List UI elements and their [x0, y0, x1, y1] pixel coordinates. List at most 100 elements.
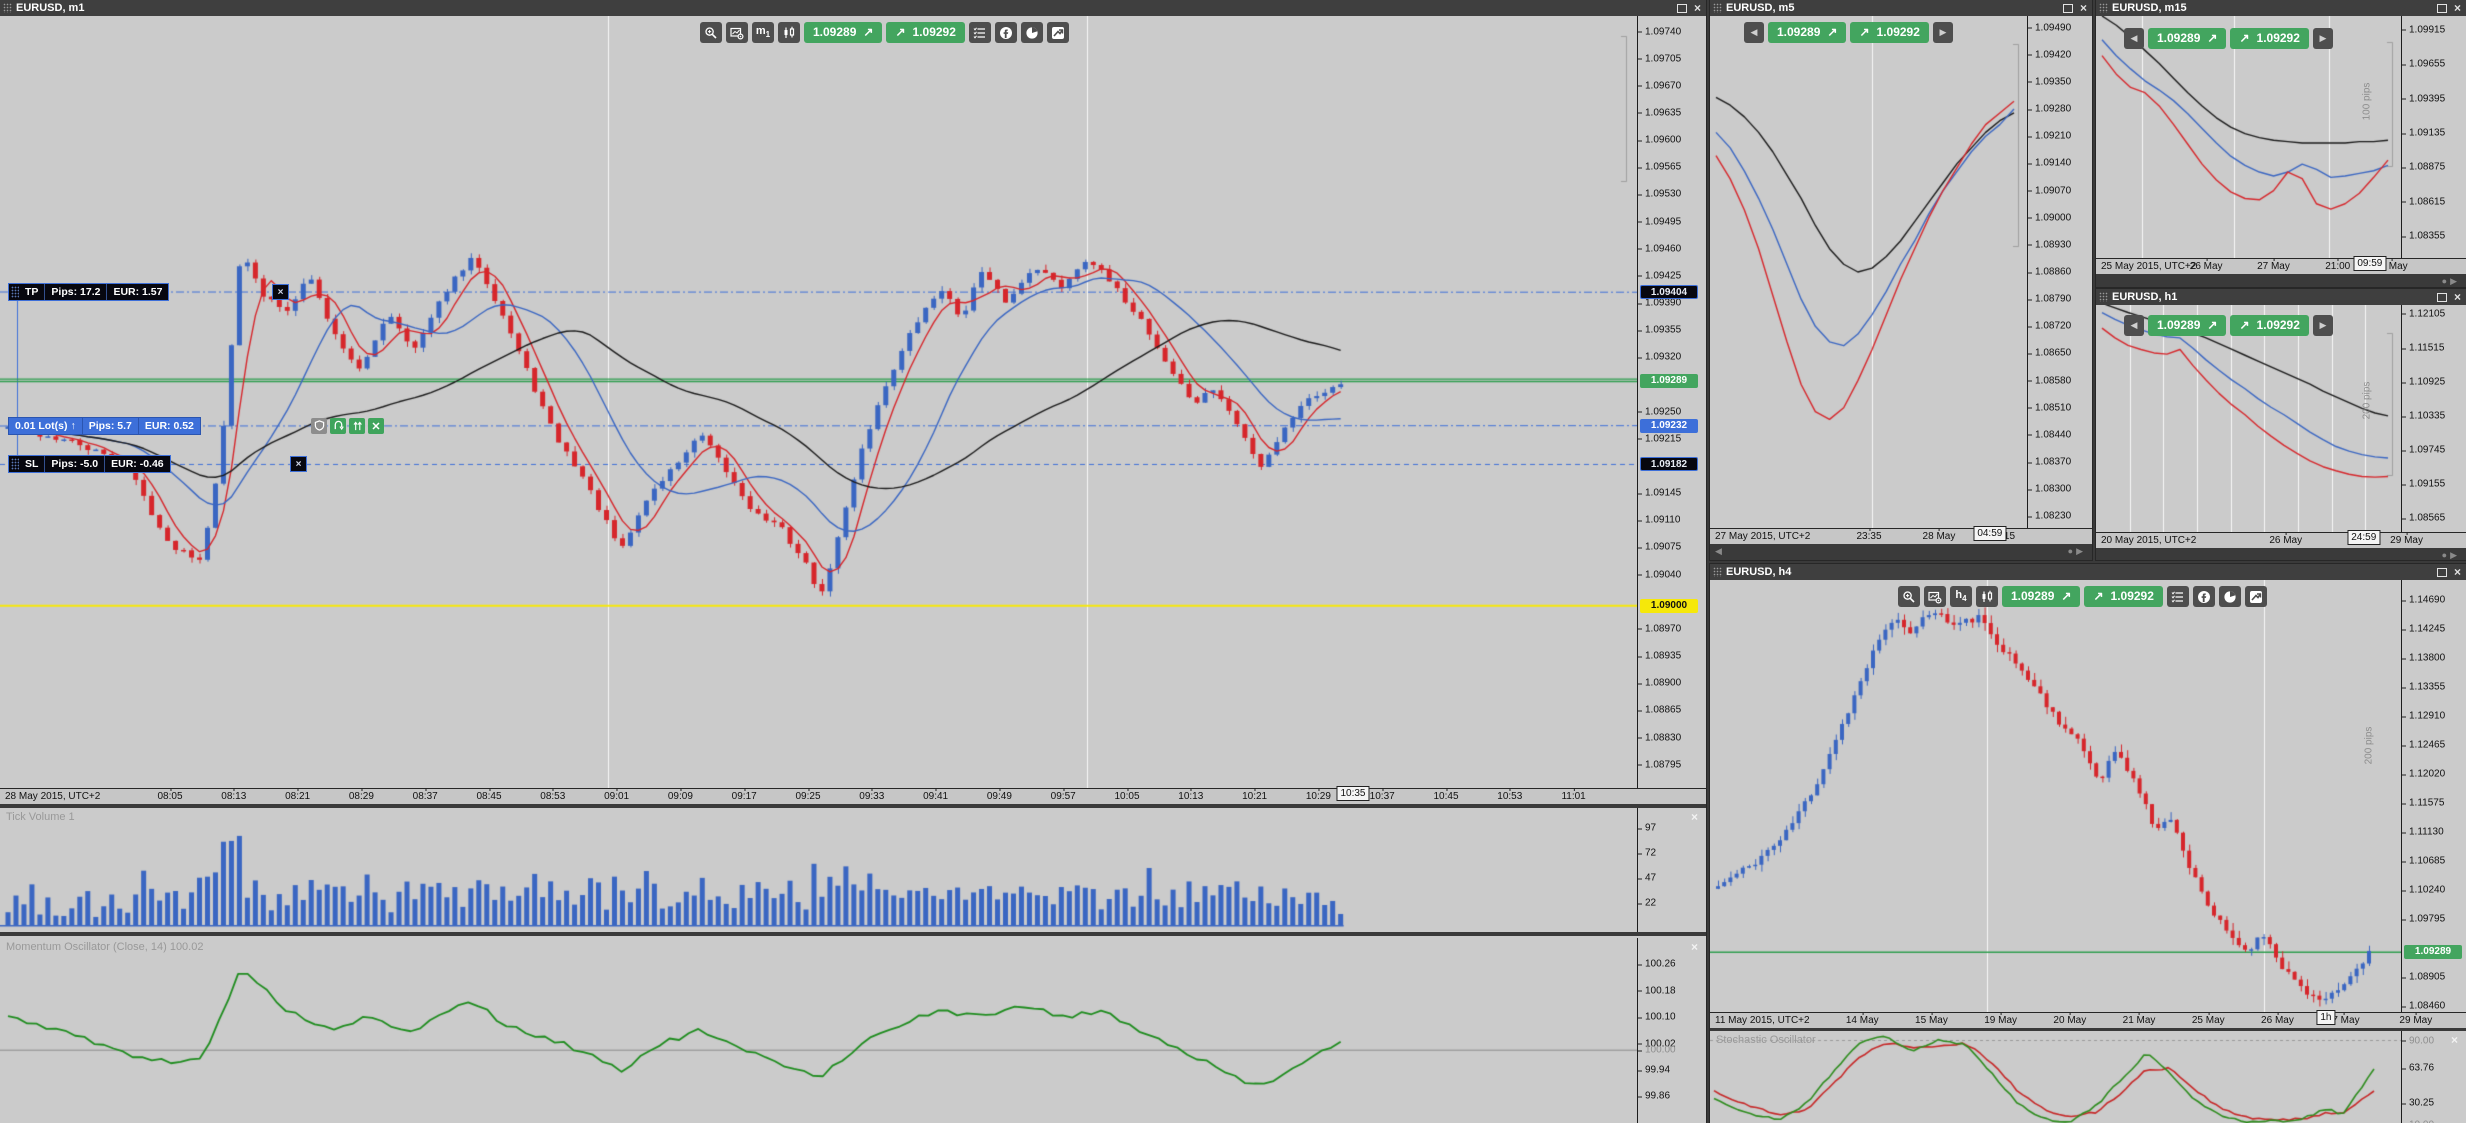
close-window-icon[interactable]: × [2454, 567, 2461, 577]
yellow-line-price-badge[interactable]: 1.09000 [1640, 599, 1698, 613]
quick-trade-icon[interactable] [1047, 22, 1069, 43]
chart-type-candles-icon[interactable] [778, 22, 800, 43]
time-tick-label: 14 May [1846, 1015, 1879, 1026]
close-indicator-icon[interactable]: × [2451, 1033, 2458, 1047]
sl-eur: EUR: -0.46 [104, 456, 170, 472]
last-bar-time-marker: 24:59 [2347, 530, 2380, 545]
autoscroll-dot-icon[interactable]: ● [2442, 276, 2450, 286]
price-tick-label: 1.09740 [1645, 26, 1681, 37]
buy-ask-button[interactable]: ↗1.09292 [2230, 315, 2308, 336]
m1-titlebar[interactable]: EURUSD, m1 × [0, 0, 1706, 16]
price-tick-label: 1.09350 [2035, 76, 2071, 87]
restore-window-icon[interactable] [2063, 4, 2073, 13]
sell-bid-button[interactable]: 1.09289↗ [804, 22, 882, 43]
m15-scrollbar[interactable]: ●▶ [2096, 274, 2466, 287]
timeframe-button[interactable]: h4 [1950, 586, 1972, 607]
restore-window-icon[interactable] [2437, 568, 2447, 577]
chart-settings-icon[interactable] [726, 22, 748, 43]
m5-price-chart-canvas[interactable] [1710, 16, 2028, 528]
drag-handle-icon[interactable] [2099, 3, 2108, 13]
time-tick-label: 10:37 [1370, 791, 1395, 802]
open-position-label[interactable]: 0.01 Lot(s) ↑ Pips: 5.7 EUR: 0.52 [8, 417, 201, 435]
scroll-left-icon[interactable]: ◀ [1715, 546, 1722, 557]
autoscroll-dot-icon[interactable]: ● [2068, 546, 2076, 556]
protect-position-button[interactable] [311, 418, 327, 434]
stochastic-label: Stochastic Oscillator [1716, 1034, 1816, 1046]
entry-price-badge[interactable]: 1.09232 [1640, 419, 1698, 433]
market-sentiment-icon[interactable] [1021, 22, 1043, 43]
h1-titlebar[interactable]: EURUSD, h1 × [2096, 289, 2466, 305]
sell-bid-button[interactable]: 1.09289↗ [2002, 586, 2080, 607]
close-position-button[interactable] [368, 418, 384, 434]
take-profit-label[interactable]: TP Pips: 17.2 EUR: 1.57 [8, 283, 169, 301]
social-share-icon[interactable] [995, 22, 1017, 43]
drag-handle-icon[interactable] [11, 458, 19, 470]
buy-ask-button[interactable]: ↗1.09292 [2084, 586, 2162, 607]
chart-type-candles-icon[interactable] [1976, 586, 1998, 607]
close-window-icon[interactable]: × [2080, 3, 2087, 13]
sell-bid-button[interactable]: 1.09289↗ [2148, 315, 2226, 336]
autoscroll-dot-icon[interactable]: ● [2442, 550, 2450, 560]
scroll-back-button[interactable]: ◀ [2124, 315, 2144, 336]
indicators-list-icon[interactable] [969, 22, 991, 43]
restore-window-icon[interactable] [1677, 4, 1687, 13]
sell-bid-button[interactable]: 1.09289↗ [1768, 22, 1846, 43]
h4-price-chart-canvas[interactable] [1710, 580, 2402, 1012]
drag-handle-icon[interactable] [3, 3, 12, 13]
scroll-forward-button[interactable]: ▶ [2313, 28, 2333, 49]
quick-trade-icon[interactable] [2245, 586, 2267, 607]
m5-scrollbar[interactable]: ◀ ●▶ [1710, 544, 2092, 560]
tick-volume-canvas[interactable] [0, 808, 1638, 932]
remove-sl-button[interactable]: × [290, 456, 307, 472]
zoom-icon[interactable] [700, 22, 722, 43]
drag-handle-icon[interactable] [1713, 567, 1722, 577]
price-tick-label: 1.08790 [2035, 294, 2071, 305]
restore-window-icon[interactable] [2437, 4, 2447, 13]
sell-bid-button[interactable]: 1.09289↗ [2148, 28, 2226, 49]
time-tick-label: 21 May [2123, 1015, 2156, 1026]
m5-titlebar[interactable]: EURUSD, m5 × [1710, 0, 2092, 16]
reverse-position-button[interactable] [330, 418, 346, 434]
timeframe-button[interactable]: m1 [752, 22, 774, 43]
chart-settings-icon[interactable] [1924, 586, 1946, 607]
h1-price-chart-canvas[interactable] [2096, 305, 2402, 532]
buy-ask-button[interactable]: ↗1.09292 [2230, 28, 2308, 49]
h1-scrollbar[interactable]: ●▶ [2096, 548, 2466, 560]
order-price-badge[interactable]: 1.09404 [1640, 285, 1698, 299]
social-share-icon[interactable] [2193, 586, 2215, 607]
buy-ask-button[interactable]: ↗1.09292 [1850, 22, 1928, 43]
scroll-right-icon[interactable]: ▶ [2450, 550, 2460, 560]
market-sentiment-icon[interactable] [2219, 586, 2241, 607]
remove-tp-button[interactable]: × [272, 284, 289, 300]
close-indicator-icon[interactable]: × [1691, 940, 1698, 954]
time-tick-label: 09:41 [923, 791, 948, 802]
scroll-right-icon[interactable]: ▶ [2450, 276, 2460, 286]
close-window-icon[interactable]: × [2454, 3, 2461, 13]
panel-divider[interactable] [0, 932, 1706, 936]
drag-handle-icon[interactable] [11, 286, 19, 298]
indicators-list-icon[interactable] [2167, 586, 2189, 607]
order-price-badge[interactable]: 1.09182 [1640, 457, 1698, 471]
double-position-button[interactable] [349, 418, 365, 434]
buy-ask-button[interactable]: ↗1.09292 [886, 22, 964, 43]
zoom-icon[interactable] [1898, 586, 1920, 607]
close-window-icon[interactable]: × [1694, 3, 1701, 13]
drag-handle-icon[interactable] [2099, 292, 2108, 302]
time-tick-label: 26 May [2269, 535, 2302, 546]
m1-price-chart-canvas[interactable] [0, 16, 1638, 788]
m15-price-chart-canvas[interactable] [2096, 16, 2402, 258]
scroll-back-button[interactable]: ◀ [2124, 28, 2144, 49]
scroll-forward-button[interactable]: ▶ [2313, 315, 2333, 336]
stop-loss-label[interactable]: SL Pips: -5.0 EUR: -0.46 [8, 455, 171, 473]
scroll-forward-button[interactable]: ▶ [1933, 22, 1953, 43]
h4-titlebar[interactable]: EURUSD, h4 × [1710, 564, 2466, 580]
h1-price-axis: 1.121051.115151.109251.103351.097451.091… [2401, 305, 2466, 532]
close-indicator-icon[interactable]: × [1691, 810, 1698, 824]
drag-handle-icon[interactable] [1713, 3, 1722, 13]
scroll-right-icon[interactable]: ▶ [2076, 546, 2086, 556]
close-window-icon[interactable]: × [2454, 292, 2461, 302]
restore-window-icon[interactable] [2437, 293, 2447, 302]
scroll-back-button[interactable]: ◀ [1744, 22, 1764, 43]
momentum-canvas[interactable] [0, 938, 1638, 1123]
m15-titlebar[interactable]: EURUSD, m15 × [2096, 0, 2466, 16]
